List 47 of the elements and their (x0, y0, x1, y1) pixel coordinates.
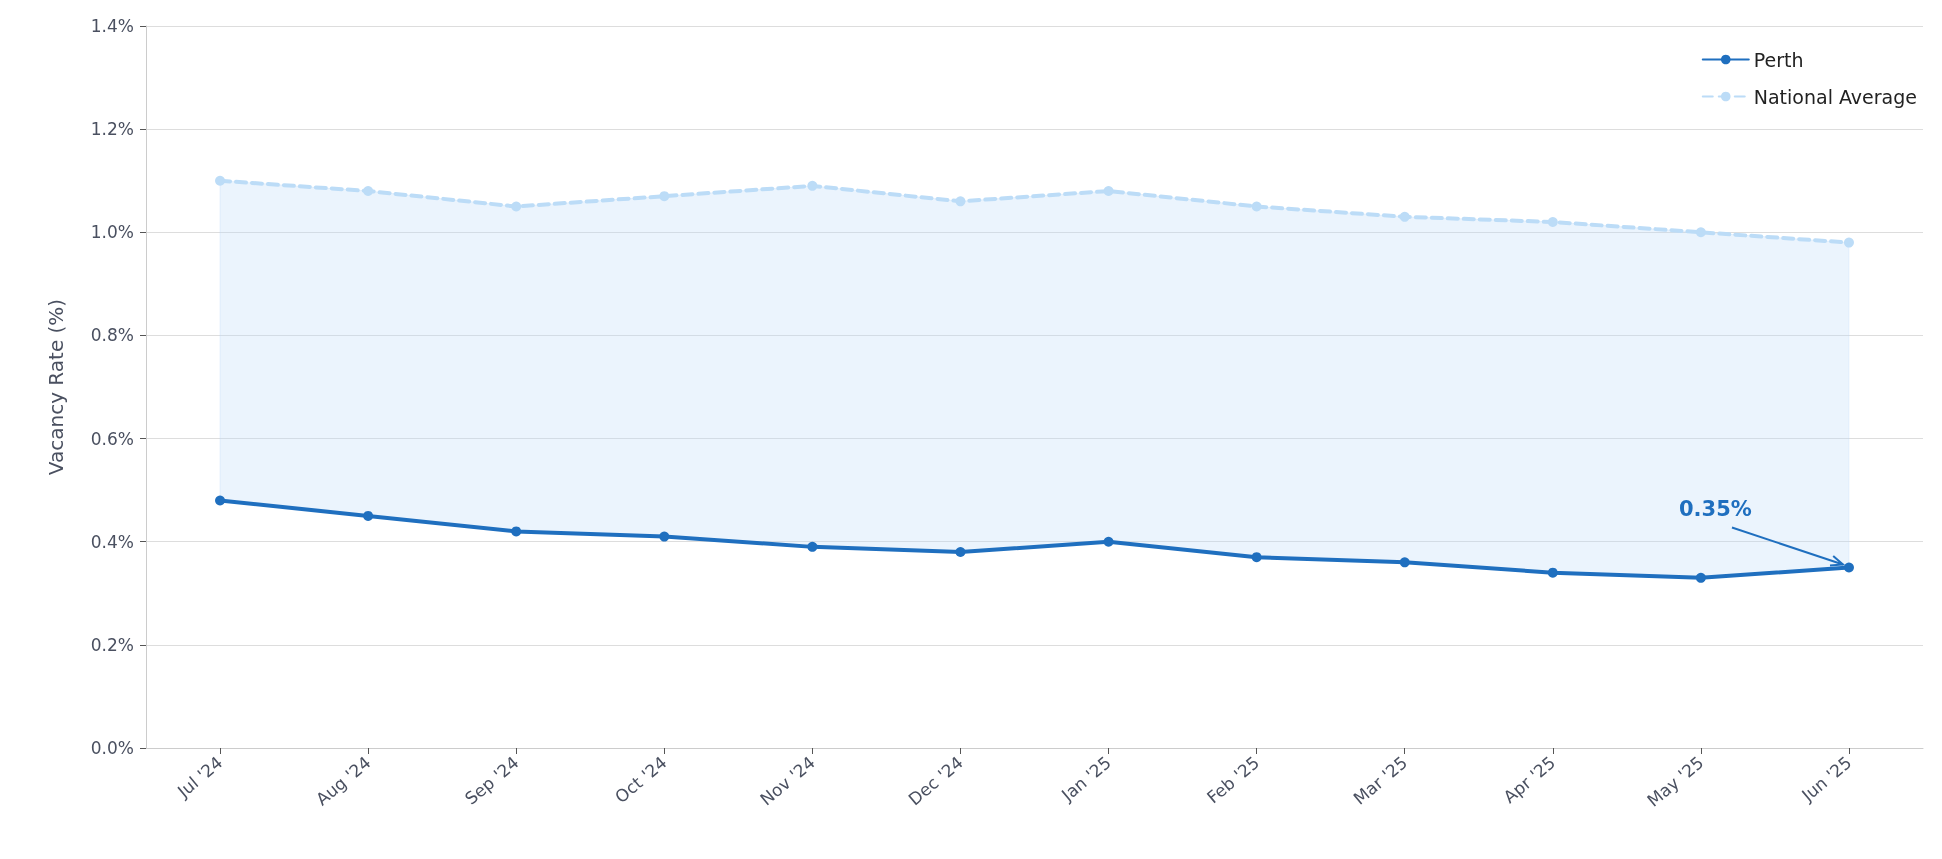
point (363, 510, 374, 521)
point (1843, 562, 1854, 573)
point (659, 191, 670, 202)
point (511, 526, 522, 537)
legend-label: Perth (1753, 48, 1804, 71)
point (807, 541, 818, 552)
point (955, 196, 966, 207)
point (1103, 536, 1114, 547)
x-tick-label: Oct '24 (611, 752, 671, 807)
point (1251, 201, 1262, 212)
legend-label: National Average (1753, 85, 1918, 108)
point (1103, 186, 1114, 197)
x-tick-label: Sep '24 (460, 752, 523, 809)
y-tick-label: 1.0% (90, 222, 134, 243)
x-tick-label: Mar '25 (1349, 752, 1412, 809)
y-tick-label: 1.2% (90, 119, 134, 140)
x-tick-label: Jun '25 (1797, 752, 1856, 806)
y-tick-label: 1.4% (90, 16, 134, 36)
y-tick-label: 0.8% (90, 325, 134, 346)
y-axis-title: Vacancy Rate (%) (44, 298, 68, 476)
point (1547, 216, 1558, 227)
y-tick-label: 0.0% (90, 738, 134, 758)
point (1399, 211, 1410, 222)
point (955, 547, 966, 558)
y-tick-label: 0.4% (90, 531, 134, 552)
x-tick-label: Dec '24 (904, 752, 967, 810)
point (1695, 227, 1706, 238)
annotation: 0.35% (1678, 496, 1752, 521)
point (1399, 557, 1410, 568)
point (1547, 567, 1558, 578)
x-tick-label: Feb '25 (1202, 752, 1264, 808)
x-tick-label: Jul '24 (172, 752, 227, 802)
point (363, 186, 374, 197)
point (807, 180, 818, 191)
x-tick-label: Aug '24 (311, 752, 375, 810)
point (1695, 572, 1706, 583)
point (511, 201, 522, 212)
x-tick-label: Nov '24 (756, 752, 819, 810)
y-tick-label: 0.2% (90, 634, 134, 655)
y-tick-label: 0.6% (90, 428, 134, 449)
point (1843, 237, 1854, 248)
x-tick-label: Jan '25 (1056, 752, 1115, 806)
point (215, 495, 226, 506)
point (1251, 552, 1262, 563)
point (215, 175, 226, 186)
point (659, 531, 670, 542)
x-tick-label: Apr '25 (1499, 752, 1560, 807)
